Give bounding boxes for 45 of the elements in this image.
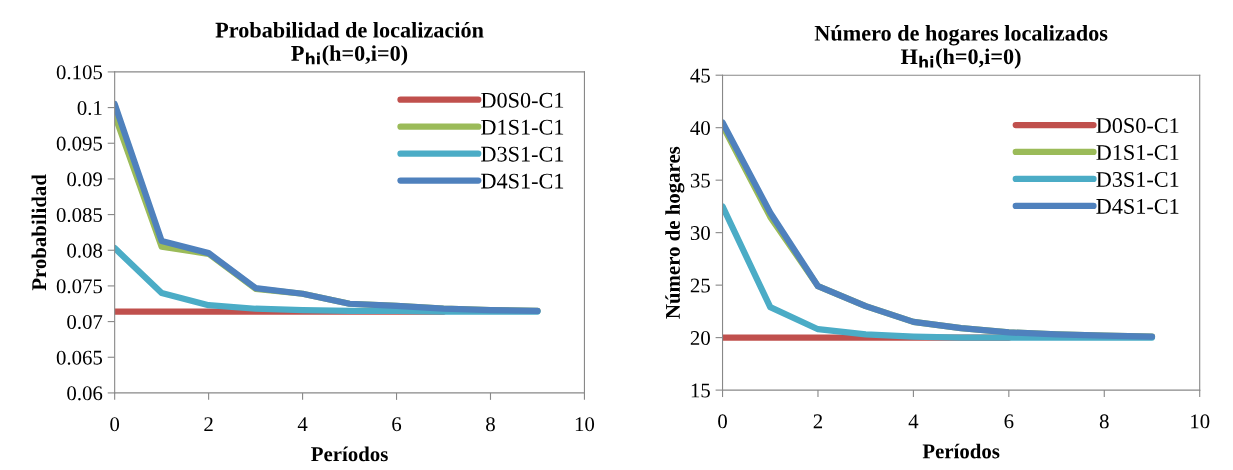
y-tick-label: 0.085 (56, 207, 103, 223)
chart-title: Probabilidad de localización (215, 21, 484, 38)
y-tick-label: 0.105 (56, 65, 103, 80)
chart-subtitle: P$_{hi}$(h=0,i=0) (291, 45, 408, 66)
y-tick-label: 35 (690, 173, 710, 188)
y-tick-label: 25 (690, 278, 710, 293)
y-tick-label: 0.08 (67, 243, 103, 258)
x-tick-label: 6 (392, 417, 402, 432)
x-tick-label: 6 (1004, 414, 1014, 429)
x-tick-label: 4 (908, 414, 919, 429)
y-tick-label: 0.065 (56, 350, 103, 365)
x-tick-label: 8 (1099, 414, 1109, 429)
x-tick-label: 4 (297, 417, 308, 431)
legend-label: D1S1-C1 (481, 119, 564, 135)
x-tick-label: 2 (813, 414, 823, 429)
y-tick-label: 0.1 (77, 100, 102, 116)
y-axis-title: Probabilidad (31, 174, 47, 291)
legend-label: D0S0-C1 (481, 92, 564, 108)
legend-label: D4S1-C1 (1096, 198, 1179, 214)
y-tick-label: 20 (690, 330, 710, 346)
x-axis-title: Períodos (922, 443, 1000, 459)
legend-label: D3S1-C1 (1096, 171, 1179, 187)
chart-subtitle: H$_{hi}$(h=0,i=0) (900, 48, 1021, 69)
x-tick-label: 10 (1191, 414, 1210, 429)
y-tick-label: 15 (691, 383, 710, 398)
y-tick-label: 45 (690, 68, 710, 83)
y-tick-label: 0.07 (67, 314, 103, 330)
x-tick-label: 0 (110, 417, 120, 432)
y-tick-label: 40 (690, 121, 710, 136)
x-tick-label: 10 (575, 417, 595, 432)
x-tick-label: 8 (486, 417, 495, 432)
y-tick-label: 30 (690, 226, 710, 241)
legend-label: D1S1-C1 (1096, 145, 1179, 160)
x-tick-label: 2 (204, 417, 213, 431)
y-axis-title: Número de hogares (665, 146, 685, 319)
legend-label: D4S1-C1 (481, 173, 564, 189)
x-axis-title: Períodos (311, 446, 388, 462)
legend-label: D0S0-C1 (1096, 118, 1179, 134)
y-tick-label: 0.075 (56, 279, 103, 294)
x-tick-label: 0 (718, 414, 727, 429)
legend-label: D3S1-C1 (481, 146, 564, 162)
y-tick-label: 0.09 (67, 172, 103, 187)
chart-title: Número de hogares localizados (814, 25, 1108, 46)
y-tick-label: 0.06 (67, 386, 103, 401)
y-tick-label: 0.095 (56, 136, 103, 151)
